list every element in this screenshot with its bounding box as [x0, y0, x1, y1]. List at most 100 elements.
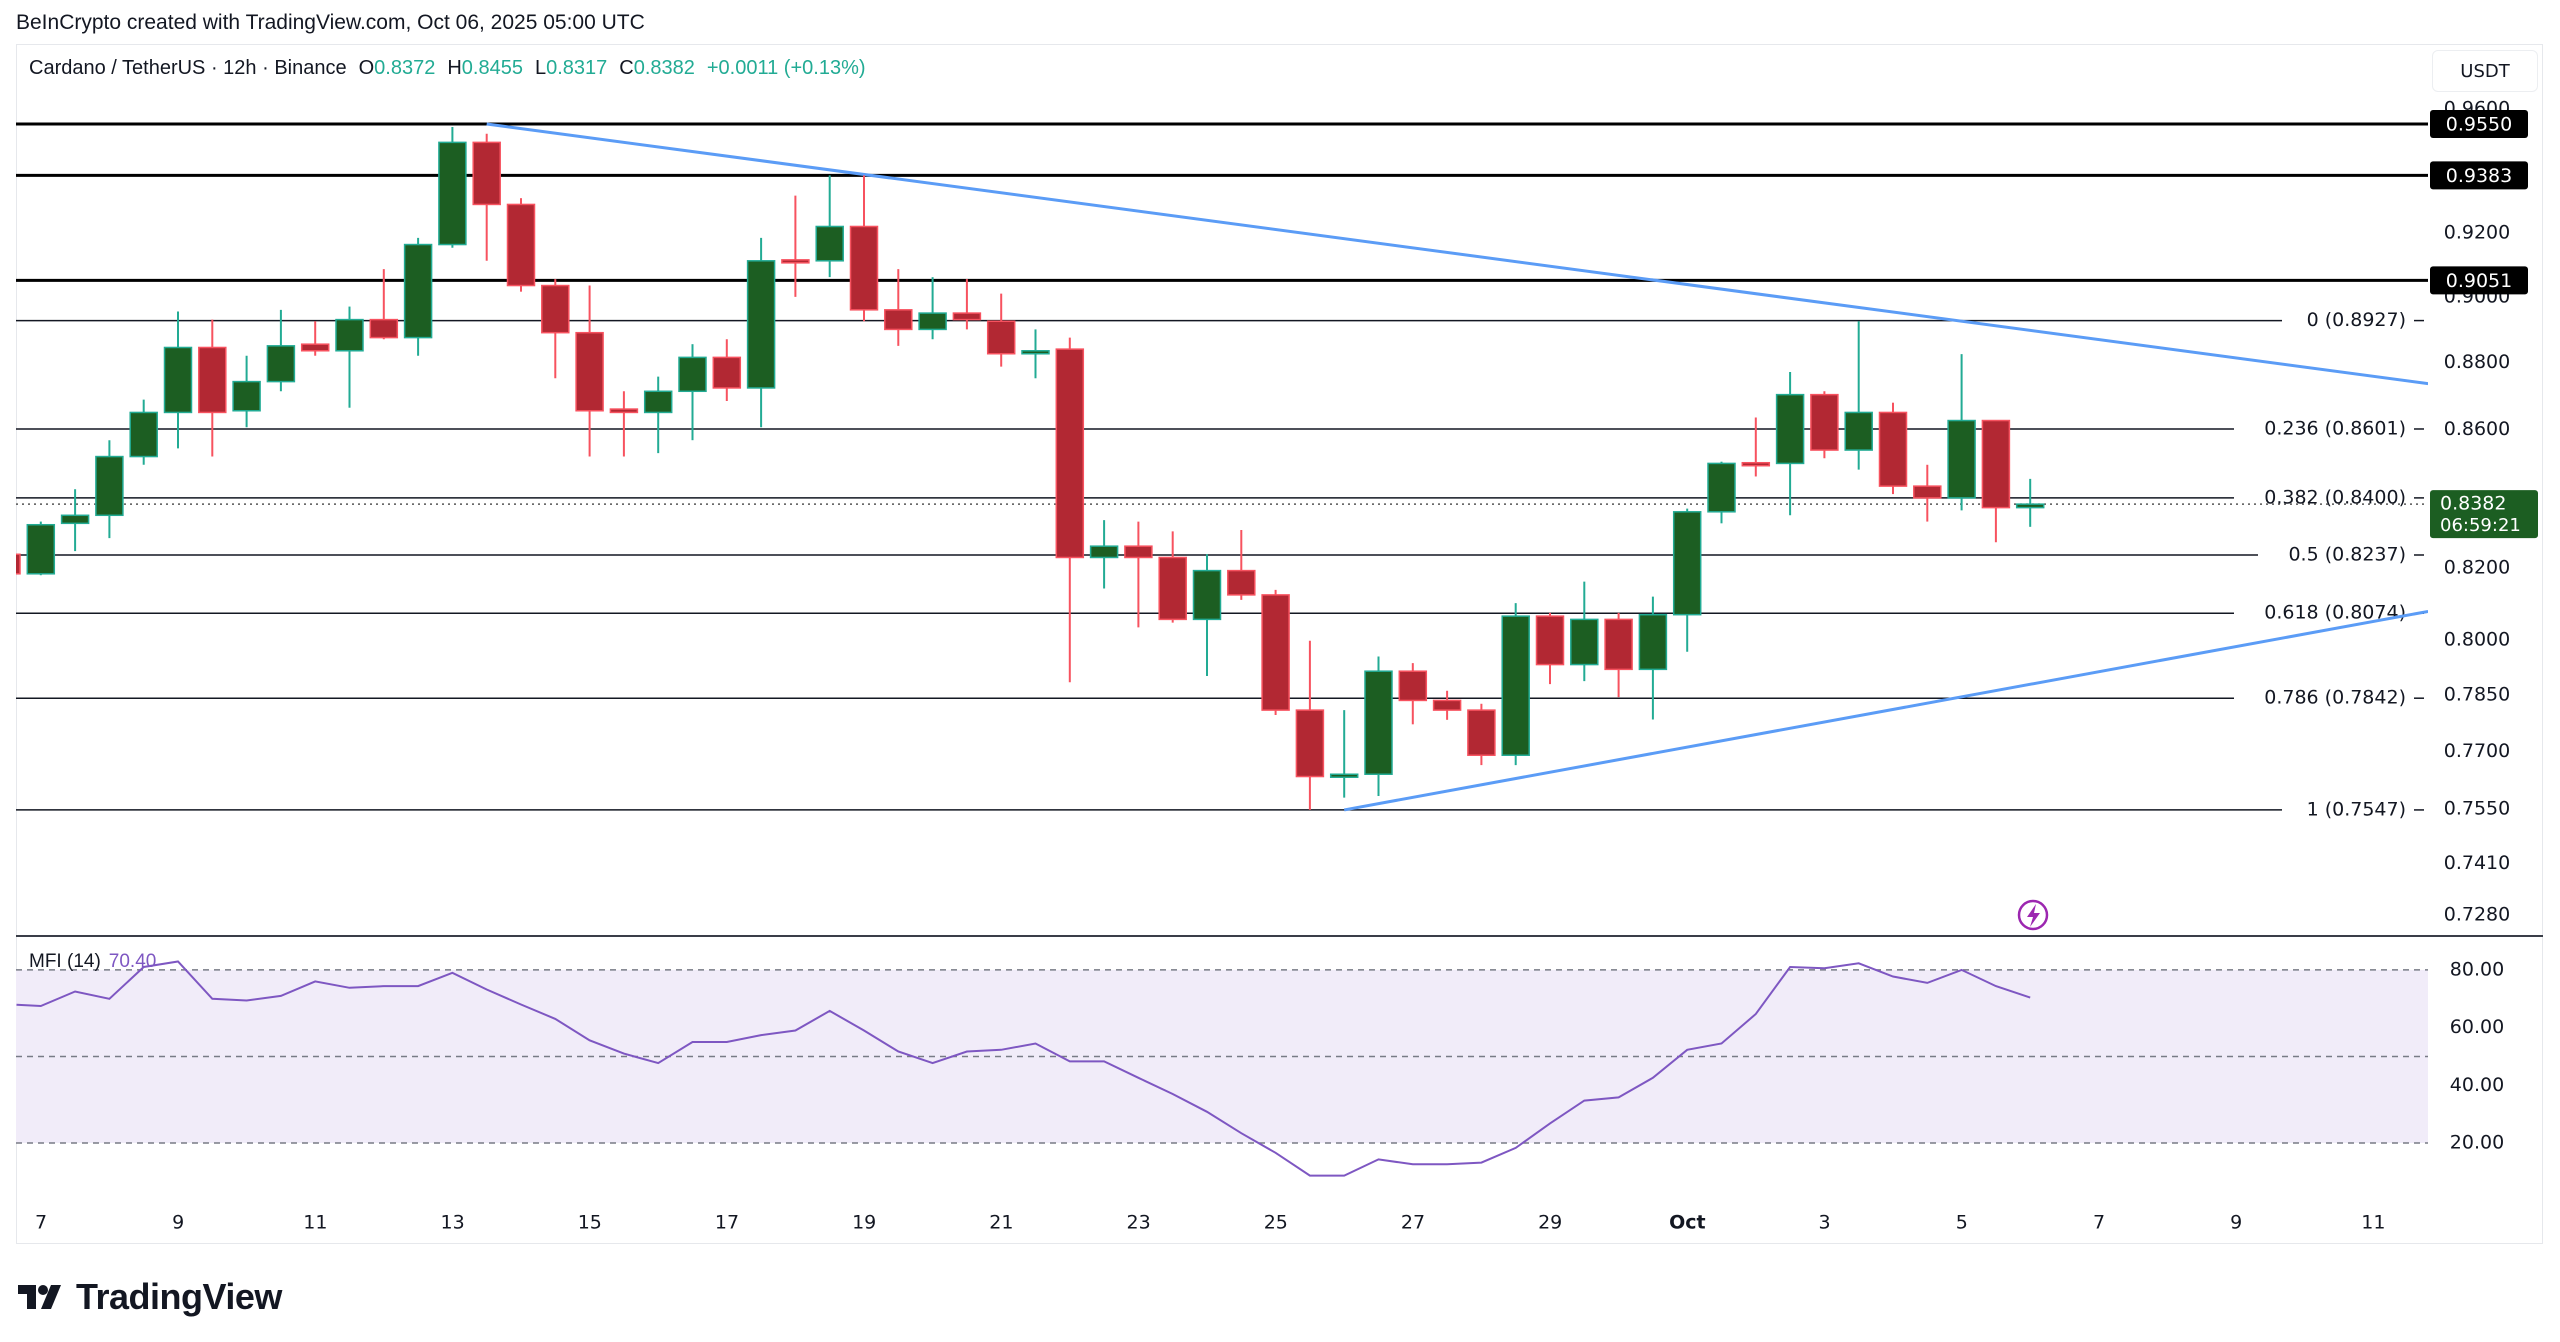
candle-down[interactable] — [300, 321, 330, 356]
candle-down[interactable] — [1055, 337, 1085, 683]
candle-up[interactable] — [1570, 581, 1599, 682]
candle-up[interactable] — [335, 306, 364, 408]
candle-down[interactable] — [1741, 417, 1771, 477]
candle-body — [1329, 773, 1359, 778]
candle-up[interactable] — [1021, 329, 1050, 379]
candle-up[interactable] — [1638, 596, 1668, 720]
candle-body — [403, 243, 433, 339]
candle-down[interactable] — [849, 175, 879, 322]
mfi-legend[interactable]: MFI (14) 70.40 — [29, 951, 156, 973]
candle-down[interactable] — [198, 319, 227, 457]
candle-up[interactable] — [438, 127, 467, 248]
candle-down[interactable] — [0, 552, 21, 575]
candle-down[interactable] — [1467, 703, 1496, 766]
candle-up[interactable] — [129, 399, 158, 465]
level-price-badge — [2430, 266, 2528, 295]
candle-up[interactable] — [678, 344, 707, 441]
candle-down[interactable] — [986, 293, 1016, 367]
candle-down[interactable] — [1261, 589, 1290, 715]
candle-body — [1501, 615, 1530, 756]
price-axis-tick: 0.9200 — [2444, 221, 2510, 243]
candle-up[interactable] — [95, 440, 124, 539]
candle-body — [884, 309, 913, 331]
candle-down[interactable] — [1913, 464, 1942, 522]
candle-up[interactable] — [1672, 508, 1702, 652]
candle-down[interactable] — [712, 339, 742, 402]
candle-down[interactable] — [609, 391, 639, 457]
candle-body — [1021, 350, 1050, 355]
price-change: +0.0011 (+0.13%) — [706, 57, 866, 79]
candle-up[interactable] — [1775, 371, 1805, 516]
candle-up[interactable] — [746, 237, 776, 428]
candle-up[interactable] — [918, 277, 947, 340]
candle-down[interactable] — [575, 285, 604, 457]
candle-down[interactable] — [1810, 391, 1839, 459]
candle-up[interactable] — [643, 376, 673, 454]
candle-body — [1192, 569, 1222, 621]
candle-up[interactable] — [266, 309, 296, 392]
candle-up[interactable] — [26, 521, 56, 576]
high-label: H — [447, 57, 462, 79]
candle-down[interactable] — [1227, 529, 1256, 600]
candle-up[interactable] — [1364, 656, 1393, 797]
candle-body — [1432, 699, 1462, 711]
candle-down[interactable] — [1158, 531, 1187, 623]
candle-down[interactable] — [1124, 521, 1153, 628]
candle-body — [472, 141, 501, 206]
mfi-axis-tick: 60.00 — [2450, 1016, 2504, 1038]
candle-up[interactable] — [815, 175, 844, 278]
candle-down[interactable] — [506, 198, 536, 292]
candle-down[interactable] — [369, 269, 399, 340]
lightning-icon[interactable] — [2017, 899, 2049, 931]
candle-body — [678, 356, 707, 393]
time-axis-tick: 29 — [1538, 1212, 1562, 1234]
candle-down[interactable] — [952, 279, 982, 330]
candle-down[interactable] — [1604, 612, 1633, 698]
candle-up[interactable] — [403, 237, 433, 356]
candle-up[interactable] — [1329, 710, 1359, 798]
high-value: 0.8455 — [461, 57, 523, 79]
time-axis-tick: Oct — [1669, 1212, 1706, 1234]
tradingview-logo[interactable]: TradingView — [18, 1276, 282, 1318]
candle-up[interactable] — [163, 311, 193, 449]
candle-up[interactable] — [1707, 461, 1736, 524]
low-label: L — [534, 57, 547, 79]
candle-body — [232, 380, 261, 412]
mfi-axis-tick: 80.00 — [2450, 958, 2504, 980]
symbol-legend[interactable]: Cardano / TetherUS · 12h · Binance O0.837… — [29, 57, 866, 80]
mfi-line[interactable] — [16, 960, 2031, 1177]
candle-up[interactable] — [1089, 520, 1119, 589]
candle-down[interactable] — [781, 195, 810, 297]
price-axis-tick: 0.7850 — [2444, 684, 2510, 706]
candle-down[interactable] — [1535, 612, 1565, 685]
candle-body — [1672, 511, 1702, 616]
time-axis-tick: 13 — [441, 1212, 465, 1234]
currency-button[interactable]: USDT — [2432, 50, 2538, 92]
candle-up[interactable] — [1844, 321, 1873, 470]
candle-up[interactable] — [1947, 354, 1976, 511]
level-price-badge-text: 0.9383 — [2446, 165, 2512, 187]
candle-down[interactable] — [541, 279, 570, 379]
price-axis-tick: 0.7700 — [2444, 740, 2510, 762]
candle-up[interactable] — [60, 489, 90, 552]
trendline-ascending-support[interactable] — [1343, 609, 2428, 812]
candle-down[interactable] — [1878, 402, 1908, 495]
candle-up[interactable] — [2015, 478, 2045, 527]
candle-body — [1981, 419, 2011, 509]
candle-down[interactable] — [1295, 640, 1325, 810]
candle-down[interactable] — [1981, 419, 2011, 543]
time-axis-tick: 21 — [989, 1212, 1013, 1234]
mfi-label: MFI (14) — [29, 951, 101, 972]
trendline-descending-resistance[interactable] — [486, 122, 2428, 386]
candle-up[interactable] — [1501, 603, 1530, 766]
open-label: O — [358, 57, 375, 79]
open-value: 0.8372 — [374, 57, 436, 79]
candle-up[interactable] — [232, 355, 261, 428]
candle-down[interactable] — [1432, 690, 1462, 720]
price-axis-tick: 0.8600 — [2444, 418, 2510, 440]
candle-down[interactable] — [884, 269, 913, 346]
candle-up[interactable] — [1192, 554, 1222, 676]
candle-down[interactable] — [1398, 663, 1428, 725]
candle-down[interactable] — [472, 133, 501, 261]
